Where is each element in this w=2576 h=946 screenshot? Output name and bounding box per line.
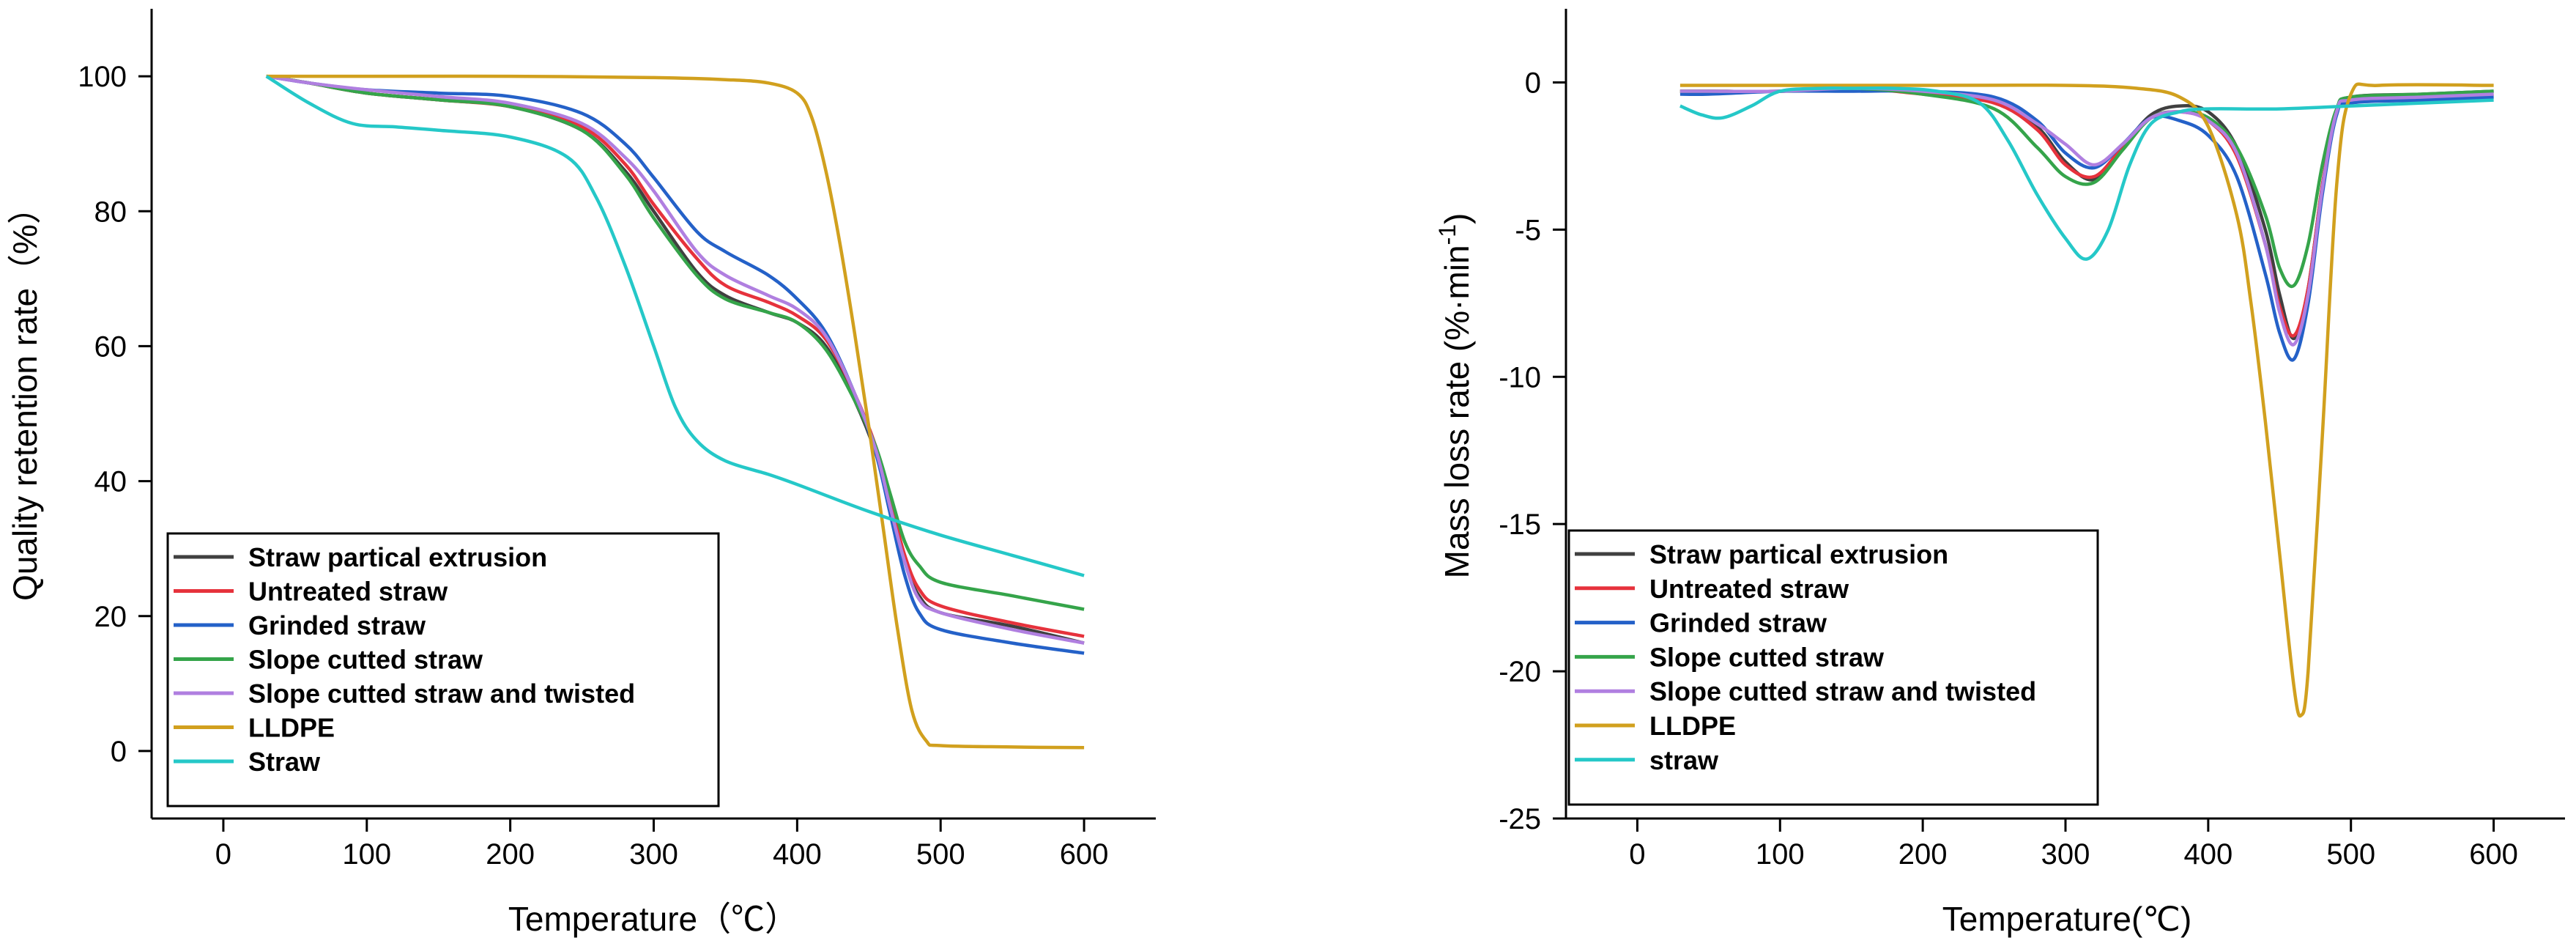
legend-label: Untreated straw (248, 577, 448, 607)
legend-label: LLDPE (1649, 711, 1736, 741)
y-tick-label: -10 (1499, 361, 1541, 393)
series-line-slope-cutted-straw (1679, 86, 2494, 289)
y-tick-label: 60 (94, 330, 127, 363)
ticks-left: 0 100 200 300 400 500 600 0 20 40 60 80 100 (78, 61, 1108, 871)
x-tick-label: 0 (1629, 838, 1645, 871)
legend-right: Straw partical extrusion Untreated straw G… (1567, 529, 2099, 806)
chart-mass-loss-rate: 0 100 200 300 400 500 600 0 -5 -10 -15 -20 -25 Tempe… (1434, 9, 2565, 938)
y-tick-label: -15 (1499, 509, 1541, 541)
legend-label: Straw (248, 747, 321, 777)
x-tick-label: 300 (2041, 838, 2090, 871)
legend-left: Straw partical extrusion Untreated strawG… (166, 532, 720, 808)
x-axis-label-left: Temperature（℃） (508, 900, 798, 938)
series-line-slope-cutted-straw-and-twisted (1679, 86, 2494, 347)
x-tick-label: 300 (629, 838, 678, 871)
legend-label: Slope cutted straw and twisted (1649, 676, 2036, 706)
series-line-grinded-straw (1679, 89, 2494, 362)
y-axis-label-right: Mass loss rate (%·min-1) (1434, 213, 1476, 579)
x-tick-label: 100 (342, 838, 391, 871)
y-axis-label-right-end: ) (1438, 213, 1476, 224)
ticks-right: 0 100 200 300 400 500 600 0 -5 -10 -15 -20 -25 (1499, 67, 2518, 871)
y-axis-label-right-main: Mass loss rate (%·min (1438, 245, 1476, 578)
x-tick-label: 400 (773, 838, 822, 871)
series-line-slope-cutted-straw-and-twisted (266, 74, 1085, 645)
legend-label: Straw partical extrusion (1649, 539, 1948, 569)
series-line-slope-cutted-straw (266, 74, 1085, 611)
legend-label: Slope cutted straw (248, 645, 483, 675)
legend-label: Untreated straw (1649, 574, 1849, 604)
x-tick-label: 500 (916, 838, 965, 871)
x-tick-label: 100 (1756, 838, 1805, 871)
series-line-lldpe (266, 74, 1085, 750)
y-tick-label: 40 (94, 466, 127, 498)
legend-label: LLDPE (248, 713, 335, 743)
series-line-untreated-straw (1679, 86, 2494, 338)
x-tick-label: 600 (1060, 838, 1109, 871)
legend-label: Straw partical extrusion (248, 542, 547, 572)
series-line-straw-partical-extrusion (1679, 86, 2494, 341)
x-tick-label: 200 (1898, 838, 1948, 871)
legend-label: straw (1649, 745, 1719, 775)
legend-box-right (1567, 529, 2099, 806)
y-tick-label: 100 (78, 61, 127, 93)
x-tick-label: 200 (486, 838, 535, 871)
series-lines-left (265, 74, 1085, 750)
series-line-lldpe (1679, 82, 2494, 718)
y-tick-label: 20 (94, 601, 127, 633)
legend-label: Grinded straw (248, 610, 426, 640)
y-tick-label: -5 (1515, 214, 1541, 246)
chart-quality-retention: 0 100 200 300 400 500 600 0 20 40 60 80 100 Temperat… (6, 9, 1156, 938)
y-tick-label: 80 (94, 196, 127, 228)
x-tick-label: 600 (2469, 838, 2518, 871)
series-lines-right (1679, 82, 2494, 718)
y-axis-label-left: Quality retention rate（%） (6, 191, 44, 601)
y-tick-label: 0 (1525, 67, 1541, 99)
x-tick-label: 0 (215, 838, 231, 871)
series-line-grinded-straw (266, 74, 1085, 655)
legend-box-left (166, 532, 720, 808)
series-line-straw (265, 75, 1085, 577)
y-tick-label: -20 (1499, 656, 1541, 688)
y-tick-label: 0 (111, 736, 127, 768)
legend-label: Slope cutted straw and twisted (248, 679, 635, 709)
series-line-straw (1679, 86, 2494, 261)
x-tick-label: 500 (2326, 838, 2375, 871)
legend-label: Slope cutted straw (1649, 642, 1885, 672)
y-tick-label: -25 (1499, 803, 1541, 835)
legend-label: Grinded straw (1649, 608, 1827, 638)
x-axis-label-right: Temperature(℃) (1942, 900, 2192, 938)
y-axis-label-right-sup: -1 (1434, 224, 1460, 245)
x-tick-label: 400 (2183, 838, 2232, 871)
